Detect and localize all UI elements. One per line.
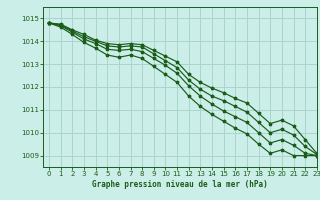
X-axis label: Graphe pression niveau de la mer (hPa): Graphe pression niveau de la mer (hPa) bbox=[92, 180, 268, 189]
